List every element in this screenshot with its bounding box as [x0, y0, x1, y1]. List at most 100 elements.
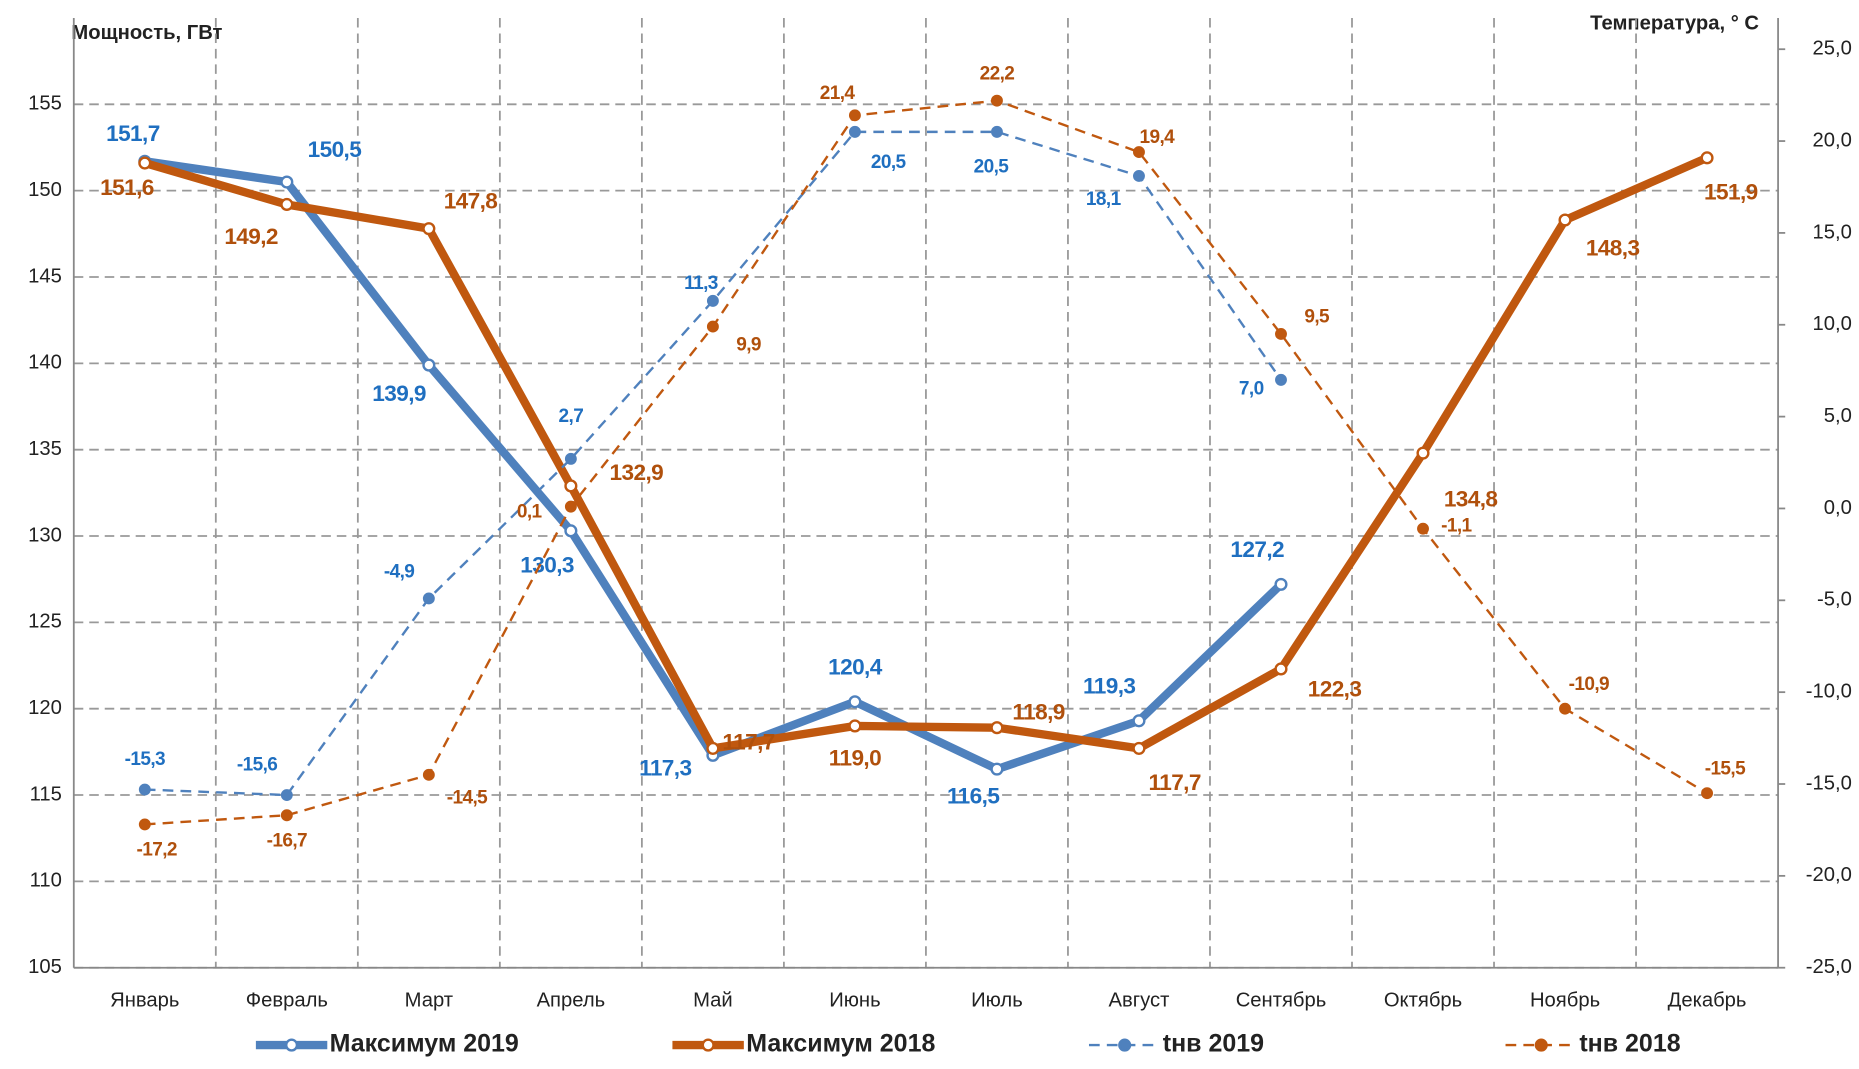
legend-marker: [285, 1038, 299, 1052]
y-tick-label: 105: [28, 956, 62, 978]
data-label: -16,7: [267, 830, 307, 851]
data-label: 20,5: [871, 152, 907, 173]
legend-label: Максимум 2018: [746, 1030, 935, 1058]
point: [422, 358, 436, 372]
data-label: 11,3: [684, 273, 718, 294]
point: [564, 479, 578, 493]
data-label: 130,3: [520, 553, 574, 578]
y2-tick-label: 5,0: [1824, 405, 1852, 427]
data-label: 127,2: [1230, 537, 1284, 562]
y2-tick-label: 20,0: [1812, 129, 1851, 151]
point: [1416, 446, 1430, 460]
y2-tick-label: -20,0: [1806, 864, 1852, 886]
y-tick-label: 145: [28, 265, 62, 287]
point: [1133, 170, 1145, 182]
legend-marker: [1534, 1038, 1548, 1052]
data-label: 120,4: [828, 654, 883, 679]
data-label: 122,3: [1308, 676, 1362, 701]
point: [848, 719, 862, 733]
x-tick-label: Июль: [971, 989, 1023, 1011]
y-tick-label: 135: [28, 438, 62, 460]
data-label: 20,5: [974, 157, 1010, 178]
x-tick-label: Ноябрь: [1530, 989, 1600, 1011]
point: [1275, 327, 1287, 340]
point: [990, 762, 1004, 776]
series-line: [144, 130, 1282, 797]
data-label: 0,1: [517, 502, 543, 523]
point: [1700, 151, 1714, 165]
x-tick-label: Август: [1109, 989, 1170, 1011]
point: [138, 818, 151, 831]
point: [706, 294, 719, 307]
series-line: [143, 154, 1709, 753]
point: [848, 109, 861, 122]
data-label: 139,9: [372, 381, 426, 406]
data-label: 150,5: [308, 137, 362, 162]
y2-axis-title: Температура, ° С: [1590, 12, 1759, 34]
data-label: 9,5: [1304, 306, 1330, 327]
data-label: 116,5: [947, 784, 999, 809]
y-tick-label: 120: [28, 697, 62, 719]
y-tick-label: 125: [28, 611, 62, 633]
data-label: 2,7: [559, 406, 584, 427]
data-label: -10,9: [1569, 674, 1609, 695]
point: [280, 175, 294, 189]
point: [1132, 714, 1146, 728]
x-tick-label: Март: [405, 989, 453, 1011]
data-label: 132,9: [610, 460, 664, 485]
point: [1132, 741, 1146, 755]
data-label: 119,3: [1083, 673, 1135, 698]
point: [564, 452, 577, 465]
data-label: -15,6: [237, 754, 277, 775]
legend-marker: [701, 1038, 715, 1052]
point: [1274, 577, 1288, 591]
legend-label: tнв 2018: [1579, 1030, 1680, 1058]
point: [848, 695, 862, 709]
data-label: -17,2: [136, 840, 176, 861]
data-label: 117,3: [639, 756, 691, 781]
x-tick-label: Май: [693, 989, 733, 1011]
x-tick-label: Июнь: [829, 989, 880, 1011]
data-label: 19,4: [1139, 127, 1175, 148]
point: [1417, 522, 1429, 535]
y2-tick-label: 15,0: [1812, 221, 1851, 243]
point: [422, 222, 436, 236]
point: [138, 156, 152, 170]
point: [706, 741, 720, 755]
point: [138, 783, 151, 796]
point: [422, 592, 435, 605]
legend-label: Максимум 2019: [330, 1030, 519, 1058]
legend-marker: [1118, 1038, 1132, 1052]
x-tick-label: Сентябрь: [1236, 989, 1327, 1011]
data-label: 149,2: [224, 224, 278, 249]
point: [990, 94, 1003, 107]
x-tick-label: Апрель: [537, 989, 606, 1011]
point: [1133, 146, 1145, 159]
y2-tick-label: -25,0: [1806, 956, 1852, 978]
point: [706, 320, 719, 333]
y2-tick-label: -10,0: [1806, 681, 1852, 703]
data-label: -1,1: [1441, 515, 1472, 536]
point: [280, 789, 293, 801]
y2-tick-label: 25,0: [1812, 38, 1851, 60]
data-label: 7,0: [1239, 378, 1264, 399]
point: [1559, 702, 1571, 715]
data-label: 119,0: [829, 745, 881, 770]
point: [422, 768, 435, 781]
data-label: 22,2: [980, 63, 1015, 84]
point: [1558, 213, 1572, 227]
point: [990, 721, 1004, 735]
data-label: 117,7: [722, 730, 774, 755]
y2-tick-label: 0,0: [1824, 497, 1852, 519]
point: [280, 809, 293, 822]
legend-label: tнв 2019: [1163, 1030, 1264, 1058]
point: [1701, 787, 1714, 800]
point: [564, 524, 578, 538]
data-label: 148,3: [1586, 236, 1640, 261]
data-label: 21,4: [820, 83, 856, 104]
y-axis-title: Мощность, ГВт: [71, 22, 222, 44]
y-tick-label: 115: [30, 783, 62, 805]
x-tick-label: Февраль: [246, 989, 328, 1011]
